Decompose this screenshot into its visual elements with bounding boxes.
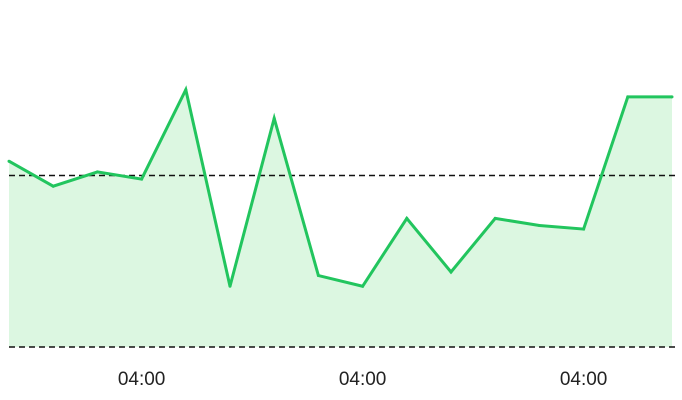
data-point-7 bbox=[316, 274, 320, 278]
data-point-15 bbox=[670, 95, 674, 99]
data-point-4 bbox=[184, 88, 188, 92]
data-point-2 bbox=[95, 170, 99, 174]
area-fill bbox=[9, 89, 672, 347]
x-tick-label-2: 04:00 bbox=[560, 369, 608, 390]
series-line bbox=[8, 85, 672, 288]
data-point-5 bbox=[228, 284, 232, 288]
data-point-8 bbox=[361, 284, 365, 288]
data-point-3 bbox=[140, 177, 144, 181]
data-point-1 bbox=[51, 184, 55, 188]
x-tick-label-1: 04:00 bbox=[339, 369, 387, 390]
data-point-9 bbox=[405, 216, 409, 220]
data-point-12 bbox=[537, 224, 541, 228]
series-points bbox=[7, 88, 674, 288]
x-axis-tick-labels: 04:00 04:00 04:00 bbox=[118, 369, 608, 390]
data-point-0 bbox=[7, 159, 11, 163]
data-point-11 bbox=[493, 216, 497, 220]
data-point-14 bbox=[626, 95, 630, 99]
x-tick-label-0: 04:00 bbox=[118, 369, 166, 390]
data-point-10 bbox=[449, 270, 453, 274]
data-point-13 bbox=[582, 227, 586, 231]
data-point-6 bbox=[272, 116, 276, 120]
